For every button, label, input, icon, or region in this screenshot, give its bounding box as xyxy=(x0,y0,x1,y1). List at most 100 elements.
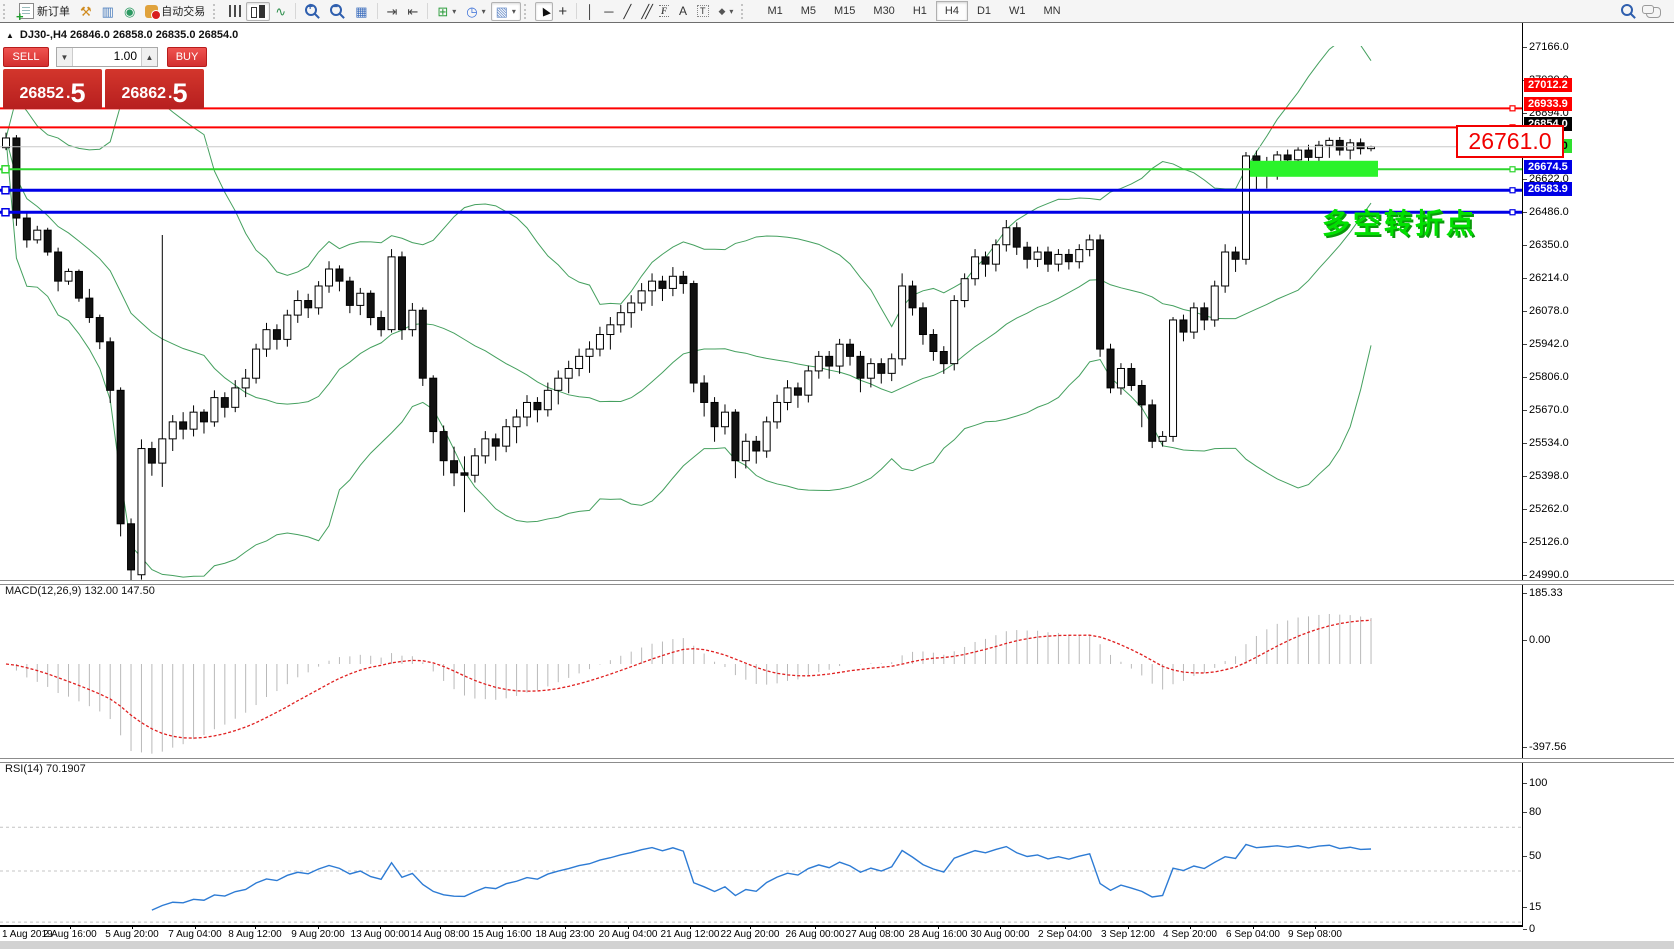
chat-button[interactable] xyxy=(1641,2,1666,21)
time-label: 20 Aug 04:00 xyxy=(598,929,658,940)
tf-h1[interactable]: H1 xyxy=(912,5,927,17)
price-axis[interactable]: 27166.027030.026894.026758.026622.026486… xyxy=(1522,23,1674,935)
tf-w1[interactable]: W1 xyxy=(1009,5,1026,17)
volume-value[interactable]: 1.00 xyxy=(113,49,137,63)
chat-icon xyxy=(1642,4,1661,18)
rsi-scale-tick: 100 xyxy=(1522,777,1548,789)
zoom-out-icon: − xyxy=(330,2,343,16)
periods-button[interactable]: ◷ ▾ xyxy=(461,2,490,21)
bollinger-band xyxy=(5,137,1372,405)
horizontal-line-button[interactable]: ─ xyxy=(599,2,618,21)
price-badge-27012.2: 27012.2 xyxy=(1524,78,1572,93)
auto-scroll-icon: ⇥ xyxy=(386,3,398,19)
shapes-button[interactable]: ◆ ▾ xyxy=(714,2,739,21)
time-tick xyxy=(1000,925,1001,929)
rsi-line xyxy=(151,843,1372,911)
line-handle[interactable] xyxy=(1509,209,1516,216)
line-handle[interactable] xyxy=(1509,166,1516,173)
price-tick: 25806.0 xyxy=(1523,371,1569,383)
turning-point-annotation[interactable]: 多空转折点 xyxy=(1322,208,1478,239)
tf-mn[interactable]: MN xyxy=(1043,5,1061,17)
volume-up-button[interactable]: ▲ xyxy=(141,48,157,66)
autotrading-button[interactable]: 自动交易 xyxy=(140,0,210,22)
search-button[interactable] xyxy=(1616,1,1641,22)
buy-button[interactable]: BUY xyxy=(167,47,207,67)
channel-button[interactable]: ╱╱ xyxy=(636,2,654,21)
text-icon: A xyxy=(678,3,687,18)
tf-m1[interactable]: M1 xyxy=(767,5,783,17)
hammer-icon: ⚒ xyxy=(80,3,92,19)
rsi-scale-tick: 50 xyxy=(1522,850,1542,862)
macd-histogram xyxy=(15,614,1372,754)
price-tick: 25262.0 xyxy=(1523,503,1569,515)
chevron-down-icon: ▾ xyxy=(452,6,457,16)
time-label: 27 Aug 08:00 xyxy=(845,929,905,940)
line-handle[interactable] xyxy=(1509,187,1516,194)
macd-scale-tick: -397.56 xyxy=(1522,741,1567,753)
market-watch-button[interactable]: ⚒ xyxy=(75,2,97,21)
fibonacci-icon: F xyxy=(658,5,669,17)
tf-m15[interactable]: M15 xyxy=(834,5,856,17)
macd-label: MACD(12,26,9) 132.00 147.50 xyxy=(5,585,155,597)
price-tick: 26350.0 xyxy=(1523,239,1569,251)
time-label: 9 Aug 20:00 xyxy=(291,929,345,940)
tf-m5[interactable]: M5 xyxy=(800,5,816,17)
text-label-button[interactable]: T xyxy=(692,2,714,20)
data-window-button[interactable]: ▥ xyxy=(97,2,119,21)
new-chart-button[interactable]: ⊞ ▾ xyxy=(432,2,461,21)
cursor-button[interactable]: ▶ xyxy=(534,1,554,21)
trendline-button[interactable]: ╱ xyxy=(618,2,636,21)
zoom-in-button[interactable]: + xyxy=(300,1,325,22)
rsi-label: RSI(14) 70.1907 xyxy=(5,763,86,775)
fibonacci-button[interactable]: F xyxy=(654,2,674,20)
toolbar-grip[interactable] xyxy=(523,3,531,19)
time-tick xyxy=(70,925,71,929)
bollinger-band xyxy=(5,137,1372,578)
time-tick xyxy=(1253,925,1254,929)
new-order-button[interactable]: 新订单 xyxy=(14,0,75,24)
highlight-zone[interactable] xyxy=(1250,160,1378,177)
window-bottom-strip xyxy=(0,941,1674,949)
price-note-box[interactable]: 26761.0 xyxy=(1456,125,1564,158)
line-handle[interactable] xyxy=(1,207,10,217)
time-tick xyxy=(1190,925,1191,929)
line-chart-button[interactable]: ∿ xyxy=(270,2,291,21)
chart-shift-button[interactable]: ⇤ xyxy=(402,2,423,21)
vertical-line-button[interactable]: │ xyxy=(581,2,599,21)
tile-windows-button[interactable]: ▦ xyxy=(350,2,372,21)
pane-separator[interactable] xyxy=(0,580,1674,585)
collapse-icon[interactable]: ▲ xyxy=(6,30,14,40)
rsi-scale-tick: 0 xyxy=(1522,923,1536,935)
sell-price-button[interactable]: 26852. 5 xyxy=(3,69,102,109)
zoom-out-button[interactable]: − xyxy=(325,1,350,22)
toolbar-grip[interactable] xyxy=(213,3,220,19)
tf-h4[interactable]: H4 xyxy=(935,1,968,21)
tf-d1[interactable]: D1 xyxy=(976,5,991,17)
time-label: 3 Sep 12:00 xyxy=(1101,929,1155,940)
crosshair-button[interactable]: + xyxy=(553,2,572,21)
auto-scroll-button[interactable]: ⇥ xyxy=(382,2,403,21)
time-axis[interactable]: 1 Aug 2019 2 Aug 16:00 5 Aug 20:00 7 Aug 04… xyxy=(0,925,1674,942)
pane-separator[interactable] xyxy=(0,758,1674,763)
line-handle[interactable] xyxy=(1,165,10,174)
buy-price-button[interactable]: 26862. 5 xyxy=(105,69,204,109)
toolbar-grip[interactable] xyxy=(741,3,748,19)
time-tick xyxy=(1128,925,1129,929)
signals-button[interactable]: ◉ xyxy=(119,2,140,21)
candlestick-chart-button[interactable] xyxy=(246,1,271,21)
tf-m30[interactable]: M30 xyxy=(873,5,895,17)
volume-down-button[interactable]: ▼ xyxy=(57,48,73,66)
price-tick: 25398.0 xyxy=(1523,470,1569,482)
price-tick: 26622.0 xyxy=(1523,173,1569,185)
line-handle[interactable] xyxy=(1509,105,1516,112)
text-button[interactable]: A xyxy=(674,2,692,21)
line-chart-icon: ∿ xyxy=(275,3,287,19)
sell-button[interactable]: SELL xyxy=(3,47,49,67)
signal-icon: ◉ xyxy=(123,3,136,19)
macd-scale-tick: 185.33 xyxy=(1523,587,1563,599)
price-tick: 26078.0 xyxy=(1523,305,1569,317)
toolbar-grip[interactable] xyxy=(3,3,10,19)
line-handle[interactable] xyxy=(1,186,10,195)
templates-button[interactable]: ▧ ▾ xyxy=(490,1,521,21)
bar-chart-button[interactable] xyxy=(224,2,246,20)
